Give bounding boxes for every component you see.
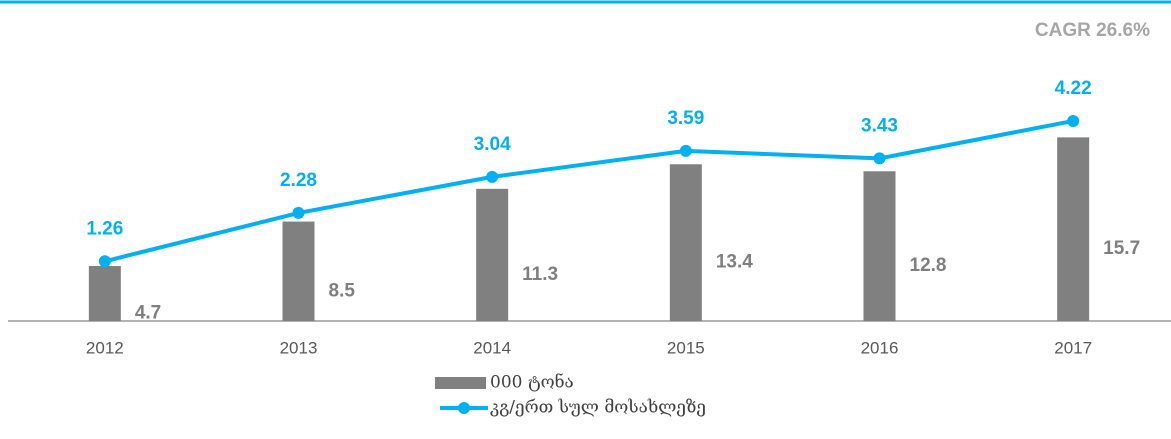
x-tick-label: 2016: [861, 338, 899, 357]
line-value-label: 3.43: [861, 115, 898, 136]
bar: [863, 171, 896, 321]
line-point: [292, 206, 305, 219]
bar: [88, 266, 121, 321]
line-value-label: 2.28: [280, 170, 317, 191]
bar: [282, 221, 315, 321]
bar-value-label: 12.8: [910, 255, 947, 276]
bar: [476, 188, 509, 321]
line-point: [1067, 114, 1080, 127]
bar-value-label: 11.3: [522, 264, 558, 285]
bar: [669, 164, 702, 321]
line-value-label: 3.04: [474, 134, 511, 155]
x-tick-label: 2014: [473, 338, 511, 357]
x-tick-label: 2012: [86, 338, 124, 357]
line-value-label: 4.22: [1055, 78, 1092, 99]
bar-value-label: 13.4: [716, 252, 753, 273]
annotation: CAGR 26.6%: [1035, 20, 1150, 41]
bar-value-label: 8.5: [329, 280, 356, 301]
legend-label: კგ/ერთ სულ მოსახლეზე: [490, 398, 706, 418]
line-value-label: 1.26: [86, 218, 123, 239]
legend-swatch-dot: [458, 402, 470, 414]
x-tick-label: 2017: [1054, 338, 1092, 357]
legend-label: 000 ტონა: [490, 373, 574, 393]
line-point: [679, 144, 692, 157]
bar-value-label: 4.7: [135, 303, 161, 324]
line-point: [486, 170, 499, 183]
line-point: [873, 152, 886, 165]
line: [104, 119, 1074, 264]
bar-value-label: 15.7: [1103, 238, 1140, 259]
bar: [1057, 137, 1090, 321]
legend-swatch: [435, 377, 486, 389]
line-value-label: 3.59: [667, 108, 704, 129]
x-tick-label: 2013: [280, 338, 318, 357]
line-point: [98, 255, 111, 268]
x-tick-label: 2015: [667, 338, 705, 357]
